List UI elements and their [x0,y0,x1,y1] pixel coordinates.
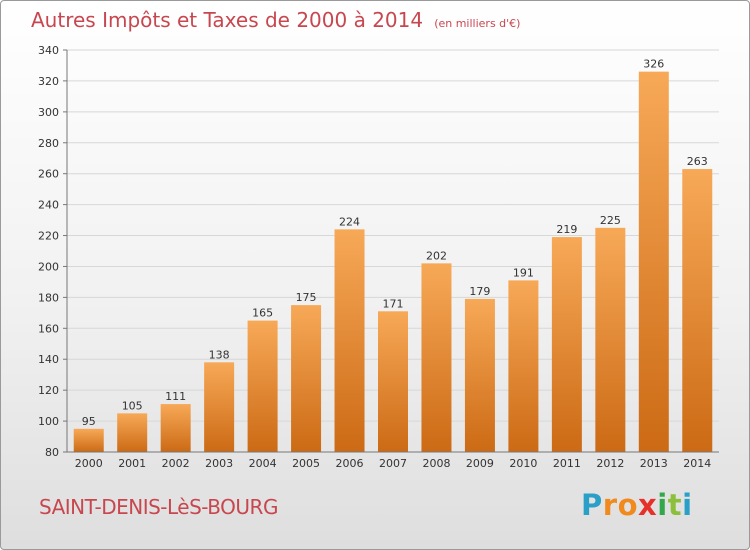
data-label: 202 [426,249,447,262]
bar [247,320,278,452]
x-tick-label: 2013 [640,457,668,470]
bar [638,71,669,453]
x-tick-label: 2010 [509,457,537,470]
bar [378,311,408,452]
proxiti-logo[interactable]: Proxiti [581,488,693,522]
logo-letter: i [657,488,668,522]
data-label: 219 [556,223,577,236]
x-tick-label: 2007 [379,457,407,470]
x-tick-label: 2005 [292,457,320,470]
data-label: 326 [643,58,664,71]
x-tick-label: 2014 [683,457,711,470]
bar [595,227,626,452]
data-label: 95 [82,415,96,428]
data-label: 224 [339,215,360,228]
chart-subtitle: (en milliers d'€) [434,17,521,30]
bar [421,263,452,452]
x-tick-label: 2011 [553,457,581,470]
x-tick-label: 2002 [162,457,190,470]
bar [682,169,713,453]
logo-letter: r [602,488,618,522]
logo-letter: t [667,488,683,522]
logo-letter: P [581,488,603,522]
logo-letter: i [682,488,693,522]
y-tick-label: 160 [38,322,59,335]
x-tick-label: 2009 [466,457,494,470]
y-tick-label: 100 [38,415,59,428]
data-label: 179 [469,285,490,298]
y-tick-label: 220 [38,230,59,243]
x-tick-label: 2012 [596,457,624,470]
bar [73,428,104,452]
data-label: 111 [165,390,186,403]
bar [291,305,322,452]
x-tick-label: 2008 [422,457,450,470]
data-label: 263 [687,155,708,168]
y-tick-label: 260 [38,168,59,181]
bar [204,362,235,452]
y-tick-label: 200 [38,260,59,273]
y-tick-label: 120 [38,384,59,397]
x-tick-label: 2006 [336,457,364,470]
x-tick-label: 2001 [118,457,146,470]
y-tick-label: 180 [38,291,59,304]
data-label: 105 [122,399,143,412]
bar [117,413,148,452]
data-label: 191 [513,266,534,279]
logo-letter: o [617,488,639,522]
y-tick-label: 340 [38,44,59,57]
bar [508,280,539,452]
bar [551,237,582,452]
logo-letter: x [638,488,658,522]
y-tick-label: 300 [38,106,59,119]
x-tick-label: 2003 [205,457,233,470]
bar [160,404,191,452]
bars: 95 105 111 138 165 175 224 171 202 179 191 219 225 32… [73,58,713,453]
data-label: 138 [209,348,230,361]
data-label: 175 [296,291,317,304]
chart-title: Autres Impôts et Taxes de 2000 à 2014 [31,8,424,32]
y-tick-label: 320 [38,75,59,88]
y-tick-label: 240 [38,199,59,212]
y-tick-label: 280 [38,137,59,150]
bar [334,229,365,452]
x-tick-label: 2000 [75,457,103,470]
commune-name: SAINT-DENIS-LèS-BOURG [39,495,278,519]
data-label: 165 [252,307,273,320]
axes: 80 100 120 140 160 180 200 220 240 260 280 300 320 34… [38,44,719,470]
x-tick-label: 2004 [249,457,277,470]
bar [464,298,495,452]
title-row: Autres Impôts et Taxes de 2000 à 2014 (e… [31,8,520,32]
data-label: 171 [383,297,404,310]
y-tick-label: 80 [45,446,59,459]
y-tick-label: 140 [38,353,59,366]
data-label: 225 [600,214,621,227]
